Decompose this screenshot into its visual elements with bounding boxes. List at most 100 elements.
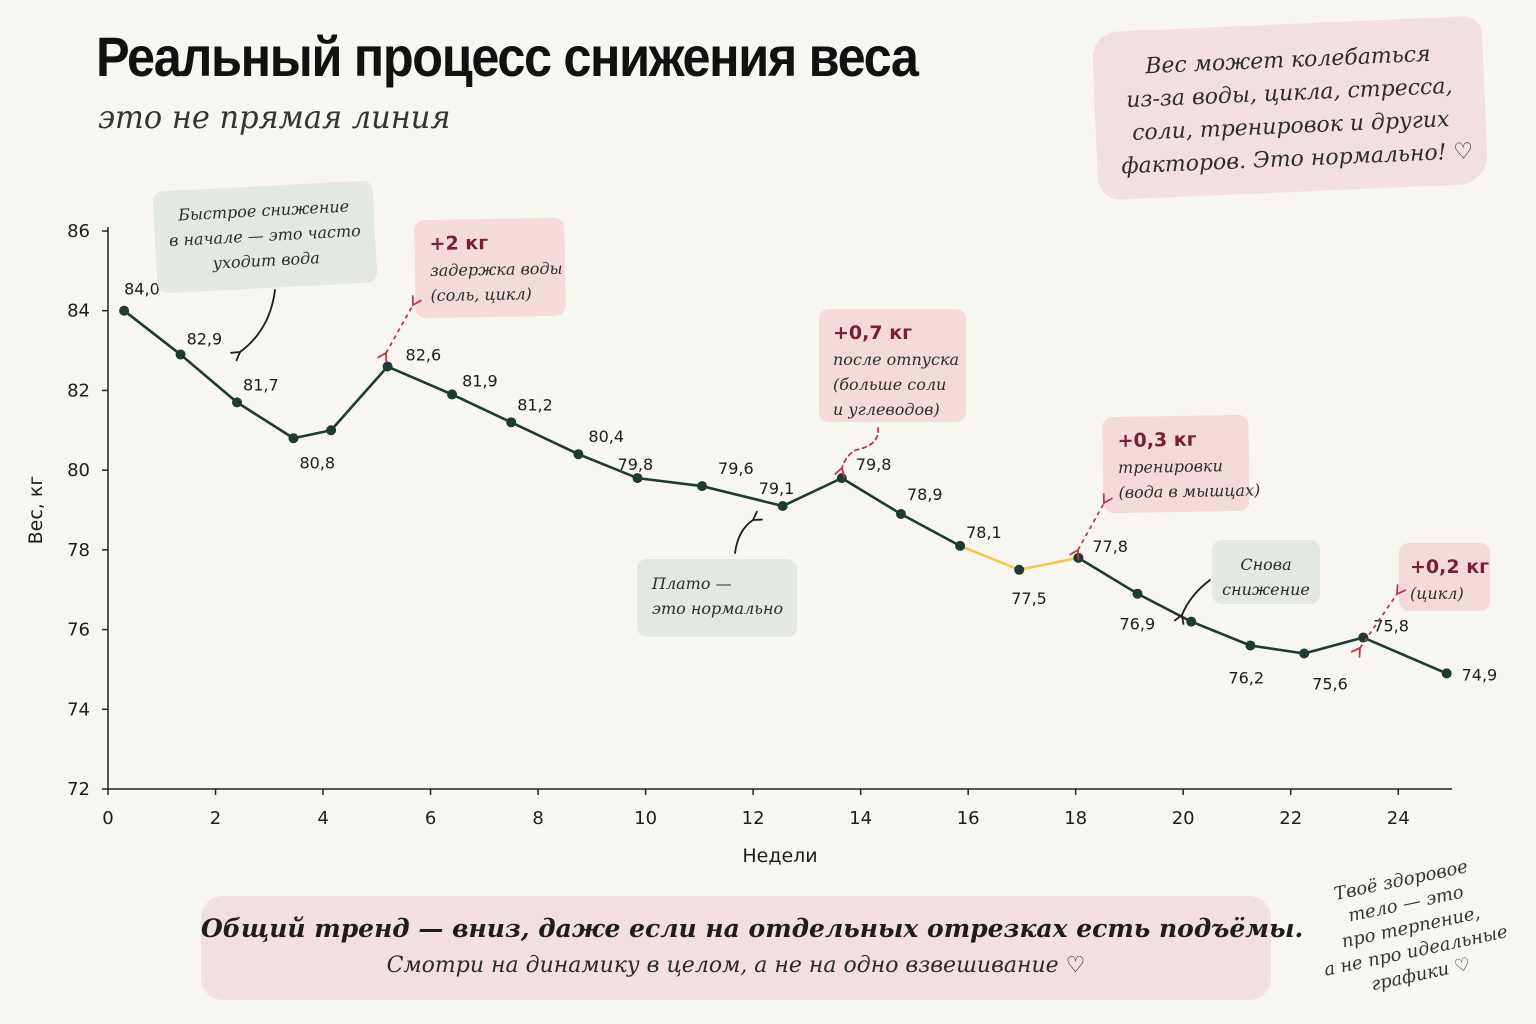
point-label: 79,1: [759, 479, 795, 498]
page-title: Реальный процесс снижения веса: [96, 25, 919, 88]
arrow-gain-head: [1102, 493, 1113, 505]
y-tick-label: 72: [67, 779, 90, 800]
arrow-gain: [385, 304, 414, 354]
arrow-info-head: [751, 510, 763, 521]
annotation-gain: +2 кг задержка воды (соль, цикл): [414, 217, 566, 319]
data-point: [955, 540, 966, 551]
annotation-head: +2 кг: [429, 232, 488, 255]
annotation-line: Снова: [1240, 555, 1291, 574]
annotation-box: [414, 217, 566, 319]
point-label: 74,9: [1462, 665, 1498, 684]
arrow-gain-head: [1350, 646, 1361, 658]
x-tick-label: 16: [957, 808, 980, 829]
annotation-line: (больше соли: [833, 375, 946, 394]
data-point: [288, 433, 299, 444]
x-tick-label: 18: [1064, 808, 1087, 829]
annotation-info: Плато — это нормально: [637, 559, 797, 637]
annotation-gain: +0,3 кг тренировки (вода в мышцах): [1102, 414, 1260, 514]
annotation-line: (вода в мышцах): [1118, 481, 1260, 502]
data-point: [895, 508, 906, 519]
arrow-info: [1181, 579, 1211, 616]
page-subtitle: это не прямая линия: [98, 98, 451, 136]
data-point: [632, 473, 643, 484]
annotation-box: [1212, 540, 1320, 604]
series-segment: [509, 421, 580, 456]
annotation-head: +0,3 кг: [1117, 429, 1196, 452]
x-tick-label: 12: [742, 808, 765, 829]
x-tick-label: 24: [1387, 808, 1410, 829]
series-segment: [450, 393, 513, 424]
series-segment: [235, 401, 295, 440]
y-tick-label: 86: [67, 221, 90, 242]
y-tick-label: 78: [67, 540, 90, 561]
series-segment: [700, 484, 784, 508]
bottom-note: Общий тренд — вниз, даже если на отдельн…: [201, 896, 1303, 1000]
annotation-line: (цикл): [1410, 584, 1464, 603]
annotation-line: задержка воды: [430, 259, 563, 280]
annotation-head: +0,7 кг: [833, 322, 912, 344]
data-point: [1358, 632, 1369, 643]
series-segment: [781, 476, 844, 508]
point-label: 76,9: [1120, 615, 1156, 634]
series-segment: [122, 309, 182, 356]
data-point: [1186, 616, 1197, 627]
annotation-info: Снова снижение: [1212, 540, 1320, 604]
arrow-gain: [841, 427, 879, 469]
arrow-info: [734, 519, 754, 554]
series-segment: [1189, 620, 1252, 647]
arrow-info-head: [230, 350, 242, 362]
series-segment: [1249, 644, 1306, 655]
x-tick-label: 10: [634, 808, 657, 829]
annotation-line: это нормально: [652, 599, 783, 618]
data-point: [1245, 640, 1256, 651]
point-label: 75,8: [1373, 617, 1409, 636]
series-segment: [179, 353, 239, 404]
point-label: 78,1: [966, 523, 1002, 542]
y-axis-label: Вес, кг: [25, 476, 47, 545]
data-point: [1014, 564, 1025, 575]
annotation-line: Плато —: [651, 574, 732, 593]
point-label: 77,5: [1011, 589, 1047, 608]
point-label: 84,0: [124, 280, 160, 299]
point-label: 75,6: [1312, 674, 1348, 693]
annotation-box: [819, 309, 966, 422]
point-label: 77,8: [1092, 537, 1128, 556]
data-point: [119, 305, 130, 316]
arrow-gain-head: [834, 466, 846, 478]
series-segment: [636, 476, 704, 488]
data-point: [1441, 668, 1452, 679]
annotation-line: после отпуска: [833, 350, 959, 369]
arrow-gain: [1077, 502, 1105, 551]
y-tick-label: 74: [67, 699, 90, 720]
annotation-gain: +0,7 кг после отпуска (больше соли и углево…: [819, 309, 966, 422]
point-label: 79,8: [618, 455, 654, 474]
x-tick-label: 6: [425, 808, 436, 829]
y-tick-label: 76: [67, 620, 90, 641]
point-label: 80,4: [588, 427, 624, 446]
point-label: 82,9: [187, 330, 223, 349]
bottom-note-line2: Смотри на динамику в целом, а не на одно…: [386, 953, 1086, 978]
data-point: [836, 473, 847, 484]
data-point: [573, 449, 584, 460]
point-label: 81,7: [243, 375, 279, 394]
point-label: 79,8: [856, 455, 892, 474]
plateau-segment: [1017, 556, 1080, 572]
series-segment: [1361, 636, 1448, 675]
annotation-box: [1399, 543, 1490, 611]
series-segment: [577, 452, 639, 480]
data-point: [175, 349, 186, 360]
arrow-info-head: [1173, 613, 1185, 625]
point-label: 81,2: [517, 395, 553, 414]
data-point: [232, 397, 243, 408]
series-segment: [329, 365, 389, 432]
data-point: [697, 481, 708, 492]
x-axis-label: Недели: [742, 845, 817, 867]
annotation-line: и углеводов): [833, 400, 940, 419]
annotation-line: (соль, цикл): [430, 284, 532, 305]
series-segment: [386, 365, 454, 396]
x-tick-label: 22: [1279, 808, 1302, 829]
annotation-head: +0,2 кг: [1410, 556, 1489, 578]
series-segment: [292, 428, 333, 440]
